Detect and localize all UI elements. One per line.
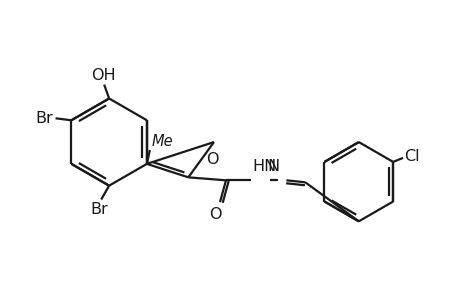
Text: O: O: [208, 207, 221, 222]
Text: Me: Me: [151, 134, 173, 149]
Text: Cl: Cl: [403, 149, 419, 164]
Text: HN: HN: [252, 159, 276, 174]
Text: N: N: [267, 159, 279, 174]
Text: Br: Br: [36, 111, 53, 126]
Text: OH: OH: [91, 68, 115, 82]
Text: Br: Br: [90, 202, 108, 217]
Text: O: O: [205, 152, 218, 167]
